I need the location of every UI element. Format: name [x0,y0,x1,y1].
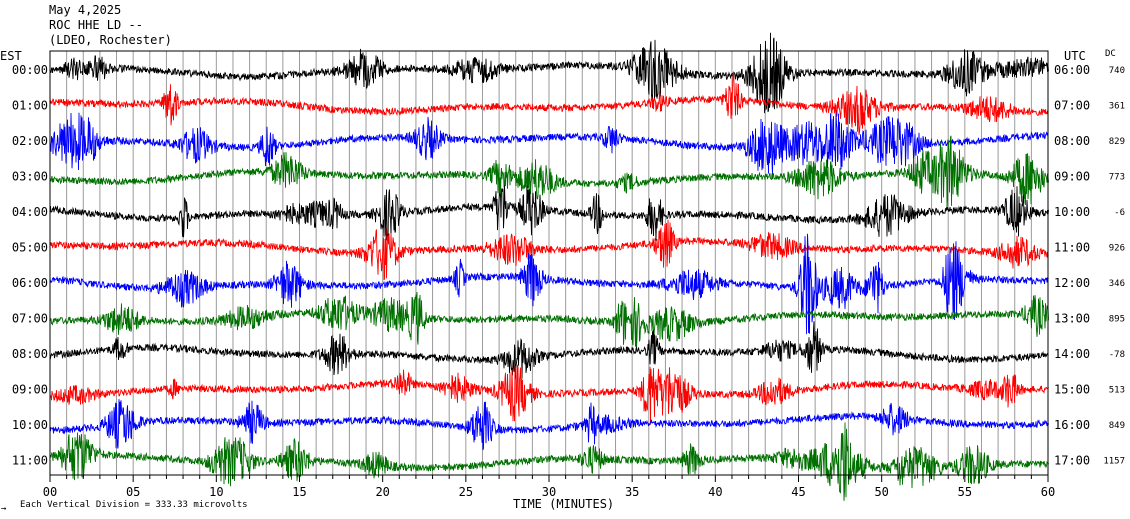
x-tick-label: 25 [459,485,473,499]
dc-offset-label: 773 [1109,173,1125,183]
utc-hour-label: 16:00 [1054,418,1090,432]
dc-offset-label: 361 [1109,102,1125,112]
est-hour-label: 06:00 [12,276,48,290]
dc-offset-label: -78 [1109,350,1125,360]
utc-hour-label: 15:00 [1054,383,1090,397]
x-tick-label: 45 [791,485,805,499]
x-tick-label: 10 [209,485,223,499]
est-hour-label: 03:00 [12,170,48,184]
dc-offset-label: 926 [1109,244,1125,254]
dc-offset-label: -6 [1114,208,1125,218]
est-hour-label: 08:00 [12,347,48,361]
trace-hour-1000 [49,399,1049,451]
dc-offset-label: 513 [1109,386,1125,396]
trace-hour-0700 [49,291,1049,350]
est-hour-label: 00:00 [12,63,48,77]
est-hour-label: 04:00 [12,205,48,219]
vertical-division-note: Each Vertical Division = 333.33 microvol… [20,500,248,510]
est-hour-label: 07:00 [12,312,48,326]
dc-offset-label: 895 [1109,315,1125,325]
time-axis: 00 05 10 15 20 25 30 35 40 45 50 55 60 [43,475,1055,499]
dc-offset-label: 849 [1109,421,1125,431]
trace-hour-1100 [49,422,1049,501]
est-axis-label: EST [0,49,22,63]
x-tick-label: 20 [375,485,389,499]
x-tick-label: 00 [43,485,57,499]
trace-hour-0500 [49,219,1049,281]
x-tick-label: 35 [625,485,639,499]
utc-axis-label: UTC [1064,49,1086,63]
est-hour-label: 10:00 [12,418,48,432]
trace-hour-0100 [49,71,1049,135]
utc-hour-label: 08:00 [1054,134,1090,148]
utc-hour-label: 13:00 [1054,312,1090,326]
x-tick-label: 30 [542,485,556,499]
dc-offset-label: 1157 [1103,457,1125,467]
dc-axis-label: DC [1105,49,1116,59]
utc-hour-label: 12:00 [1054,276,1090,290]
minute-grid [66,51,1032,475]
trace-hour-0800 [49,321,1049,379]
x-tick-label: 05 [126,485,140,499]
network-label: (LDEO, Rochester) [49,33,172,47]
x-tick-label: 40 [708,485,722,499]
corner-mark: → [1,504,7,514]
est-hour-label: 09:00 [12,383,48,397]
est-hour-label: 01:00 [12,99,48,113]
seismic-traces [49,32,1049,501]
dc-offset-label: 346 [1109,279,1125,289]
x-tick-label: 55 [958,485,972,499]
trace-hour-0200 [49,111,1049,175]
x-tick-label: 15 [292,485,306,499]
trace-hour-0900 [49,364,1049,425]
trace-hour-0300 [49,135,1049,208]
row-labels: 00:00 06:00 740 01:00 07:00 361 02:00 08:00 829 0… [12,63,1125,468]
dc-offset-label: 740 [1109,66,1125,76]
utc-hour-label: 10:00 [1054,205,1090,219]
utc-hour-label: 07:00 [1054,99,1090,113]
dc-offset-label: 829 [1109,137,1125,147]
station-label: ROC HHE LD -- [49,18,143,32]
x-tick-label: 50 [874,485,888,499]
est-hour-label: 05:00 [12,241,48,255]
utc-hour-label: 06:00 [1054,63,1090,77]
utc-hour-label: 17:00 [1054,454,1090,468]
est-hour-label: 02:00 [12,134,48,148]
date-label: May 4,2025 [49,3,122,17]
trace-hour-0600 [49,233,1049,335]
utc-hour-label: 11:00 [1054,241,1090,255]
utc-hour-label: 14:00 [1054,347,1090,361]
utc-hour-label: 09:00 [1054,170,1090,184]
trace-hour-0400 [49,185,1049,241]
est-hour-label: 11:00 [12,454,48,468]
x-tick-label: 60 [1041,485,1055,499]
x-axis-title: TIME (MINUTES) [513,497,614,511]
trace-hour-0000 [49,32,1049,114]
